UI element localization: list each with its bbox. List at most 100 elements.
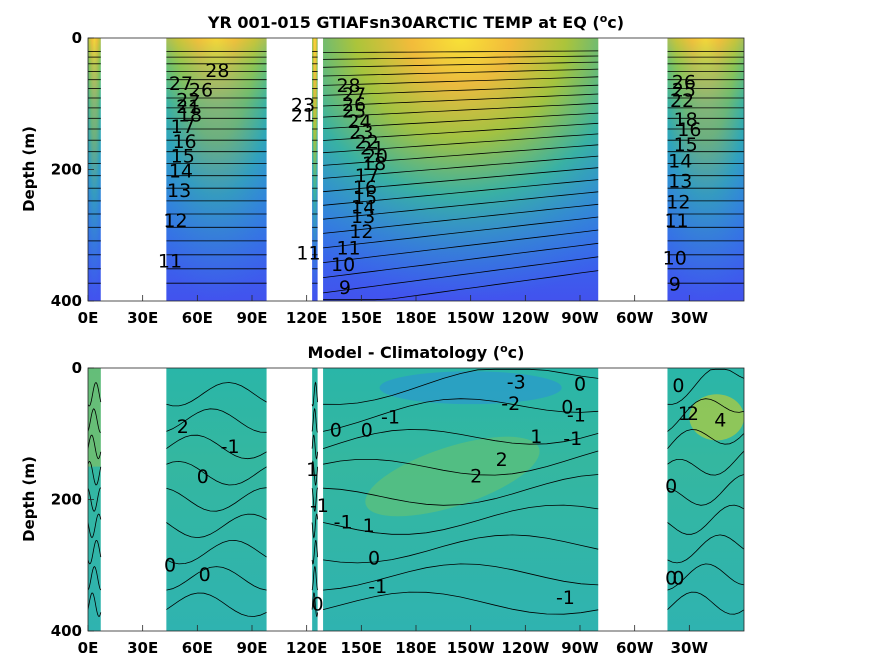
bottom-contour-lines [88,368,744,618]
top-contour-label: 24 [347,111,371,133]
bottom-contour-line [323,398,599,432]
top-contour-line [323,155,599,179]
bottom-contour-label: -1 [310,495,329,517]
top-warm-pool-shading [667,38,744,301]
top-contour-label: 18 [178,105,202,127]
top-contour-line [323,256,599,294]
bottom-contour-line [166,408,267,433]
bottom-contour-label: 2 [687,403,699,425]
top-x-tick-label: 90E [236,309,267,327]
top-x-tick-label: 60W [616,309,654,327]
bottom-contour-line [311,513,318,539]
bottom-contour-line [667,504,744,535]
bottom-y-axis-label: Depth (m) [20,456,38,542]
bottom-contour-label: 1 [530,426,542,448]
bottom-contour-line [166,487,267,512]
bottom-contour-line [88,408,101,433]
top-contour-label: 14 [668,151,692,173]
top-warm-pool-shading [312,38,318,301]
top-contour-line [323,179,599,206]
bottom-contour-line [166,539,267,565]
bottom-contour-label: 0 [361,419,373,441]
top-contour-label: 22 [670,90,694,112]
bottom-contour-label: 0 [561,396,573,418]
top-contour-line [323,61,599,68]
bottom-contour-line [88,381,102,407]
top-x-tick-label: 150W [447,309,495,327]
bottom-contour-line [311,407,318,433]
top-contour-label: 20 [364,145,388,167]
top-contour-lines [88,50,744,301]
bottom-contour-line [667,450,744,476]
bottom-contour-line [323,450,599,476]
bottom-atlantic-anomaly [689,394,744,441]
bottom-contour-line [311,460,318,486]
bottom-x-tick-label: 60E [182,639,213,656]
bottom-contour-label: 1 [678,403,690,425]
top-contour-line [323,122,599,141]
bottom-x-tick-label: 120E [286,639,328,656]
bottom-contour-label: 1 [363,515,375,537]
top-contour-label: 15 [353,187,377,209]
top-contour-label: 23 [291,95,315,117]
bottom-y-tick-label: 0 [72,359,82,377]
top-warm-pool-shading [166,38,267,301]
bottom-contour-label: 0 [368,548,380,570]
bottom-x-tick-label: 60W [616,639,654,656]
top-contour-label: 15 [171,145,195,167]
bottom-difference-field [88,368,744,631]
top-contour-labels: 2827262221181716151413121123212827262524… [158,60,702,299]
bottom-ocean-segment [312,368,318,631]
top-contour-line [323,76,599,86]
top-panel: YR 001-015 GTIAFsn30ARCTIC TEMP at EQ (o… [20,12,745,327]
top-contour-label: 17 [355,165,379,187]
bottom-contour-line [323,474,599,506]
top-contour-label: 28 [336,75,360,97]
bottom-contour-label: -3 [507,371,526,393]
top-contour-label: 16 [172,131,196,153]
top-contour-label: 9 [669,274,681,296]
top-contour-line [323,55,599,60]
top-x-tick-label: 60E [182,309,213,327]
bottom-contour-line [667,474,744,506]
bottom-contour-line [166,566,267,591]
top-contour-label: 25 [342,101,366,123]
top-contour-label: 21 [176,96,200,118]
top-contour-label: 12 [666,191,690,213]
top-chart-title: YR 001-015 GTIAFsn30ARCTIC TEMP at EQ (o… [207,12,624,32]
bottom-contour-line [166,382,267,407]
top-contour-label: 23 [349,122,373,144]
bottom-contour-line [667,534,744,564]
top-contour-line [323,144,599,166]
bottom-contour-line [88,539,102,565]
bottom-west-anomaly [88,368,101,467]
bottom-contour-label: 0 [312,594,324,616]
top-contour-line [323,229,599,263]
bottom-x-tick-label: 30E [127,639,158,656]
top-contour-label: 18 [362,153,386,175]
bottom-contour-label: -1 [556,587,575,609]
top-contour-label: 9 [339,277,351,299]
bottom-contour-label: -1 [334,512,353,534]
top-contour-label: 16 [677,119,701,141]
bottom-contour-line [166,513,267,539]
top-contour-line [323,203,599,234]
bottom-contour-line [166,460,267,486]
bottom-x-tick-label: 90W [561,639,599,656]
top-contour-label: 27 [169,73,193,95]
bottom-contour-line [311,592,318,618]
top-contour-line [323,112,599,129]
bottom-x-tick-label: 30W [671,639,709,656]
bottom-contour-line [322,429,599,449]
bottom-contour-line [88,566,102,591]
top-contour-label: 11 [296,243,320,265]
top-contour-line [323,191,599,220]
top-contour-label: 14 [169,160,193,182]
top-y-tick-label: 200 [51,161,82,179]
bottom-x-tick-label: 180E [395,639,437,656]
top-contour-label: 26 [672,72,696,94]
bottom-contour-label: 0 [665,475,677,497]
bottom-contour-label: 0 [665,567,677,589]
bottom-panel: Model - Climatology (oc) -3-2 00-1-1122-1… [20,342,745,657]
